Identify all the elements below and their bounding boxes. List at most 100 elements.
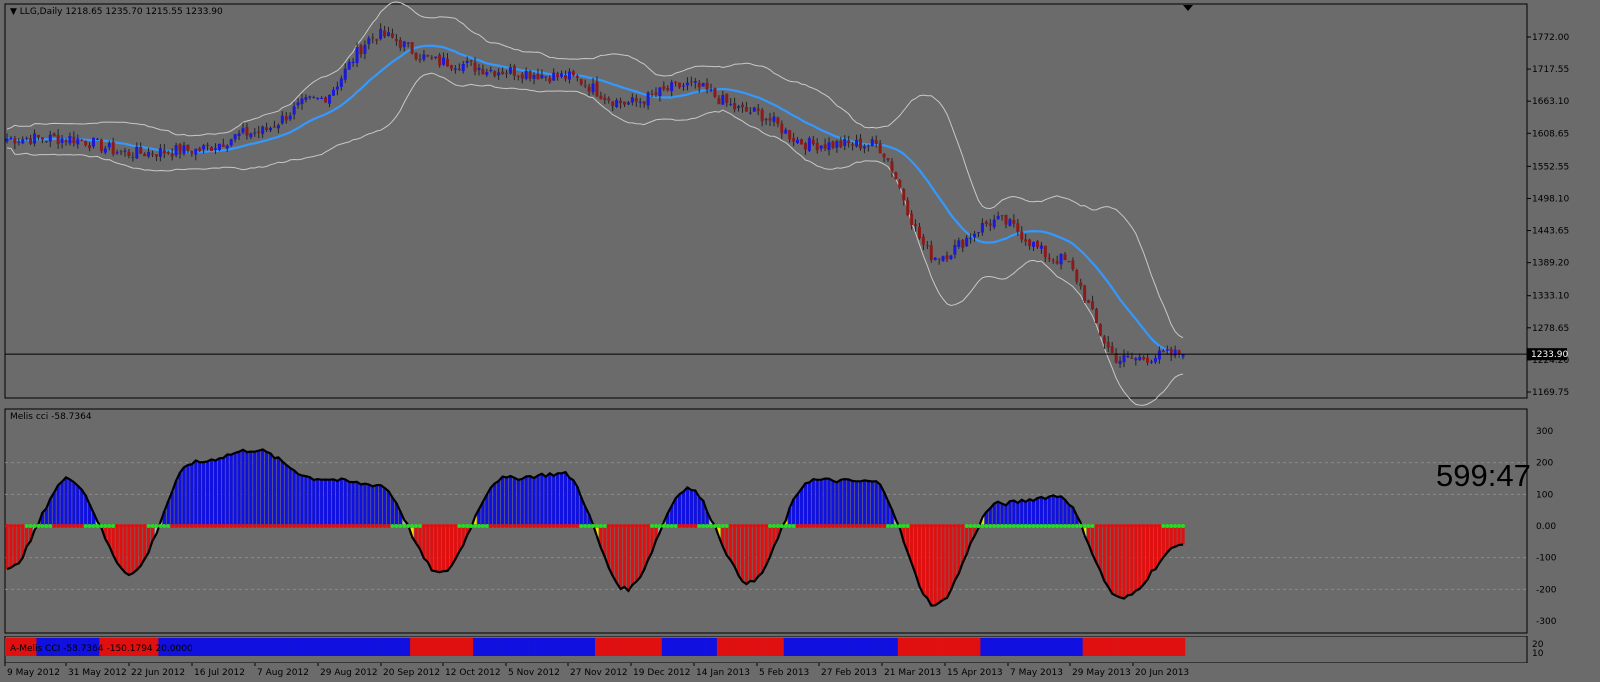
candle [516, 75, 520, 81]
candle-body [367, 38, 371, 45]
cci-hist-bar [752, 526, 756, 582]
candle-body [882, 154, 886, 158]
bar-segment [960, 638, 965, 656]
candle [855, 134, 859, 148]
cci-zero-dot [99, 524, 104, 528]
bar-segment [1023, 638, 1028, 656]
candle [626, 100, 630, 106]
candle-body [308, 96, 312, 98]
candle [1094, 307, 1098, 324]
cci-zero-dot [681, 524, 686, 528]
bar-segment [83, 638, 88, 656]
cci-hist-bar [80, 489, 84, 526]
candle-body [634, 98, 638, 102]
cci-zero-dot [1078, 524, 1083, 528]
candle [1008, 217, 1012, 227]
bollinger-upper-line [6, 1, 1184, 339]
cci-hist-bar [237, 451, 241, 526]
bar-segment [827, 638, 832, 656]
cci-hist-bar [583, 506, 587, 526]
bar-segment [1169, 638, 1174, 656]
cci-zero-dot [539, 524, 544, 528]
cci-hist-bar [567, 477, 572, 526]
cci-hist-bar [831, 480, 835, 526]
candle-body [914, 224, 918, 226]
candle-body [135, 146, 139, 159]
cci-indicator-pane[interactable]: 300 200 100 0.00 -100 -200 -300 Melis cci -58.… [0, 407, 1600, 636]
cci-zero-dot [398, 524, 403, 528]
candle-body [1094, 308, 1098, 324]
candle-body [937, 258, 941, 260]
candle [1165, 345, 1169, 355]
cci-zero-dot [213, 524, 218, 528]
cci-hist-bar [992, 503, 996, 526]
bar-segment [311, 638, 316, 656]
candle [33, 129, 37, 147]
cci-zero-dot [134, 524, 139, 528]
candle-body [25, 138, 29, 140]
cci-hist-bar [398, 511, 402, 526]
bar-segment [712, 638, 718, 656]
candle [1173, 345, 1177, 359]
cci-hist-bar [379, 485, 383, 526]
time-label: 14 Jan 2013 [696, 668, 750, 678]
bar-segment [823, 638, 828, 656]
cci-hist-bar [941, 526, 945, 600]
cci-zero-dot [237, 524, 242, 528]
cci-hist-bar [953, 526, 957, 581]
candle-body [241, 128, 245, 133]
candle-body [729, 103, 733, 105]
cci-hist-bar [371, 486, 375, 526]
candle [1075, 268, 1079, 285]
price-chart[interactable]: 1772.001717.551663.101608.651552.551498.… [0, 0, 1600, 407]
candle-body [174, 145, 178, 156]
candle [162, 143, 166, 159]
collapse-arrow-icon[interactable]: ▼ [10, 7, 17, 17]
cci-zero-dot [551, 524, 556, 528]
candle-body [257, 131, 261, 133]
cci-hist-bar [544, 476, 548, 526]
cci-zero-dot [307, 524, 312, 528]
bar-segment [453, 638, 458, 656]
cci-hist-bar [528, 476, 532, 526]
bar-segment [417, 638, 423, 656]
cci-hist-bar [874, 481, 878, 526]
candle-body [910, 213, 914, 226]
cci-bar-pane[interactable]: 20 10 A-Melis CCI -58.7364 -150.1794 20.0… [0, 636, 1600, 663]
time-label: 21 Mar 2013 [884, 668, 941, 678]
time-label: 7 Aug 2012 [257, 668, 309, 678]
candle [80, 138, 84, 142]
price-chart-pane[interactable]: 1772.00 1717.55 1663.10 1608.65 1552.55 1498.… [0, 0, 1600, 407]
bar-segment [642, 638, 647, 656]
cci-hist-bar [500, 476, 505, 526]
candle-body [705, 82, 709, 90]
candle [815, 138, 819, 154]
cci-zero-dot [209, 524, 214, 528]
cci-zero-dot [166, 524, 171, 528]
candle-body [485, 72, 489, 75]
cci-hist-bar [819, 479, 823, 526]
bar-segment [284, 638, 289, 656]
cci-zero-dot [1051, 524, 1056, 528]
candle [583, 79, 587, 89]
candle [473, 57, 477, 76]
cci-hist-bar [304, 476, 308, 526]
candle-body [442, 57, 446, 65]
candle [127, 148, 131, 159]
candle-body [501, 71, 505, 75]
bar-tick-label: 20 [1532, 640, 1544, 650]
candle [1134, 357, 1138, 366]
cci-zero-dot [158, 524, 163, 528]
candle-body [835, 141, 839, 148]
cci-zero-dot [653, 524, 658, 528]
bar-segment [626, 638, 631, 656]
cci-hist-bar [520, 478, 524, 526]
candle-body [1039, 245, 1043, 249]
cci-hist-bar [5, 526, 9, 570]
candle-body [670, 82, 674, 92]
cci-zero-dot [854, 524, 859, 528]
bar-segment [1070, 638, 1076, 656]
cci-hist-bar [292, 470, 296, 526]
